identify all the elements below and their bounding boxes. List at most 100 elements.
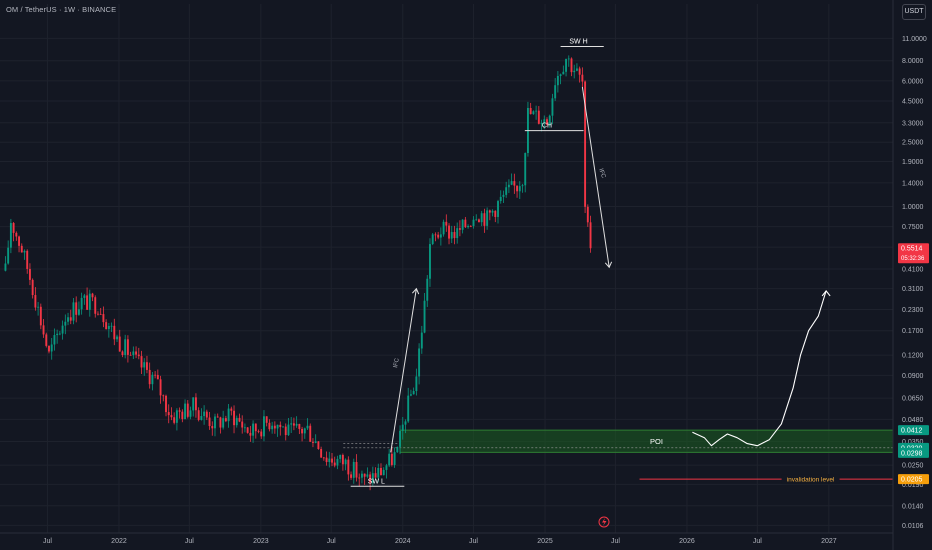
candle-body [510, 181, 513, 185]
time-axis[interactable]: Jul 2022 Jul 2023 Jul 2024 Jul 2025 Jul 2026 Jul 20… [0, 516, 893, 545]
x-tick-label: 2023 [253, 538, 269, 545]
candle [475, 214, 478, 221]
candle-body [279, 424, 282, 428]
candle [154, 371, 157, 379]
candle-body [7, 247, 10, 264]
candle [380, 463, 382, 476]
candle-body [578, 68, 581, 75]
currency-button[interactable]: USDT [902, 4, 926, 20]
candle-body [418, 348, 421, 377]
candle-body [175, 410, 178, 423]
candle-body [88, 293, 91, 310]
candle [7, 240, 10, 265]
candle [80, 292, 83, 315]
candle-body [284, 426, 287, 436]
candle-body [186, 403, 189, 417]
candle [208, 412, 211, 430]
price-label-value: 0.0205 [901, 477, 923, 484]
candle-body [420, 332, 423, 349]
candle-body [99, 313, 102, 315]
y-tick-label: 0.0650 [902, 396, 924, 403]
candle [464, 216, 467, 229]
price-label-box [898, 447, 929, 458]
candle-body [97, 313, 99, 315]
poi-zone [399, 429, 894, 453]
candle [284, 423, 287, 441]
candle [565, 58, 567, 77]
candle [472, 216, 475, 229]
candle [230, 406, 233, 416]
candle [129, 351, 132, 356]
candle [173, 412, 176, 425]
candle [233, 405, 235, 434]
candle-body [303, 428, 306, 434]
invalidation-label-bg [781, 474, 840, 485]
candle [31, 278, 34, 299]
candle-body [434, 234, 437, 236]
candle-body [287, 424, 290, 436]
candle-body [257, 431, 260, 432]
candle [124, 334, 127, 359]
candle-body [499, 196, 502, 202]
candle-body [475, 219, 478, 221]
candle [175, 408, 178, 431]
candle-body [148, 369, 151, 385]
candle [271, 421, 274, 434]
candle [546, 117, 548, 126]
candle-body [146, 362, 148, 370]
candle [181, 409, 184, 423]
candle [167, 404, 170, 424]
candle-body [374, 473, 377, 478]
candle-body [295, 423, 298, 426]
candle [344, 458, 347, 471]
candle-body [254, 423, 257, 432]
candle-body [546, 119, 548, 125]
candle [524, 152, 527, 193]
candle-body [42, 325, 45, 335]
candle [56, 329, 59, 344]
candle [295, 416, 298, 428]
candle [497, 199, 499, 224]
candle-body [556, 75, 559, 86]
candle-body [178, 410, 181, 412]
candle-body [77, 309, 80, 315]
candle [589, 215, 592, 253]
candle [420, 325, 423, 354]
y-tick-label: 0.0350 [902, 439, 924, 446]
ifc-down-label: IFC [597, 168, 606, 180]
price-axis[interactable]: 11.0000 8.0000 6.0000 4.5000 3.3000 2.5000 1.9… [892, 0, 929, 550]
candle [513, 173, 516, 194]
candle-body [407, 395, 410, 422]
candle-body [535, 110, 538, 112]
candle [347, 456, 350, 481]
candle [309, 423, 312, 442]
ifc-up-arrow-shaft [390, 288, 417, 453]
x-tick-label: Jul [43, 538, 52, 545]
poi-label: POI [650, 437, 663, 446]
candle-body [94, 297, 97, 314]
candle [88, 289, 91, 317]
candle [91, 292, 94, 302]
candle [205, 409, 208, 421]
candle [502, 190, 505, 204]
candle-body [241, 421, 244, 428]
candle-body [211, 426, 214, 429]
candle [385, 463, 388, 479]
candle-body [396, 446, 399, 453]
candle-body [276, 424, 279, 429]
candle [203, 405, 206, 425]
candle [429, 238, 431, 287]
grid-lines [0, 4, 893, 533]
candle [529, 102, 532, 115]
candle [407, 387, 410, 423]
candle [238, 413, 241, 423]
candle-body [589, 222, 592, 249]
candle [360, 470, 363, 484]
candle-body [45, 334, 48, 346]
candle-body [192, 397, 195, 411]
y-tick-label: 0.3100 [902, 286, 924, 293]
candle-body [216, 416, 219, 418]
candle [483, 208, 486, 233]
candle [121, 350, 124, 358]
